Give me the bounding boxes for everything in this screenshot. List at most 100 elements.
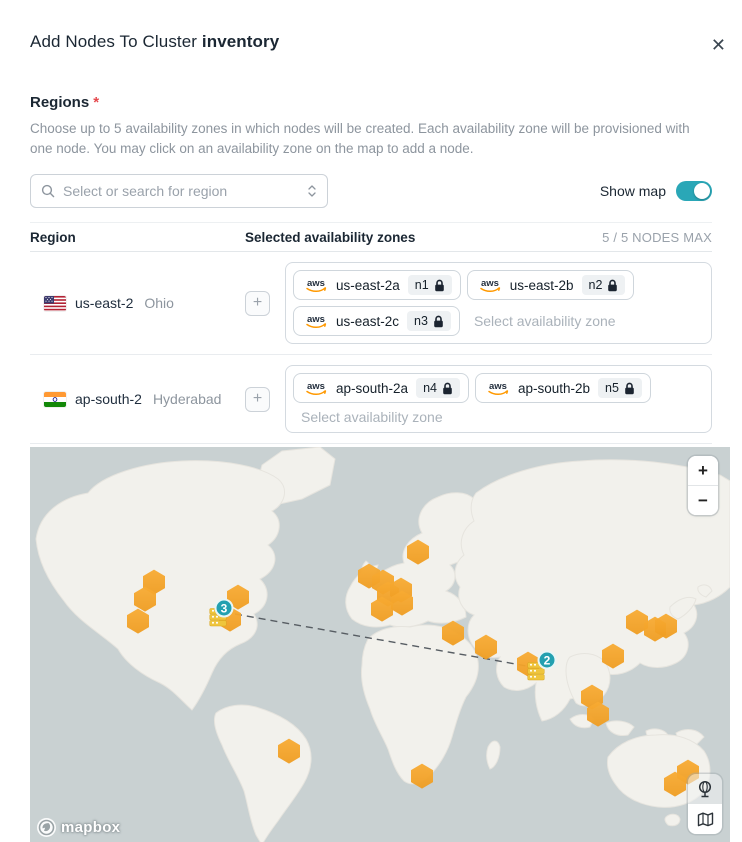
select-chevrons-icon bbox=[308, 185, 316, 197]
svg-text:aws: aws bbox=[307, 278, 325, 289]
aws-region-hexagon[interactable] bbox=[475, 634, 497, 660]
search-input[interactable] bbox=[63, 183, 299, 200]
aws-logo-icon: aws bbox=[488, 381, 509, 396]
aws-region-hexagon[interactable] bbox=[134, 586, 156, 612]
controls-row: Show map bbox=[30, 174, 712, 209]
region-location: Ohio bbox=[144, 295, 174, 312]
aws-logo-icon: aws bbox=[479, 278, 500, 293]
lock-icon bbox=[443, 382, 452, 394]
lock-icon bbox=[434, 279, 445, 292]
node-badge-n2: n2 bbox=[581, 275, 626, 296]
az-select-placeholder[interactable]: Select availability zone bbox=[301, 409, 443, 426]
table-header: Region Selected availability zones 5 / 5… bbox=[30, 222, 712, 253]
region-cell-ap-south-2: ap-south-2 Hyderabad bbox=[30, 391, 245, 407]
globe-icon bbox=[698, 780, 712, 797]
aws-logo-icon: aws bbox=[306, 381, 327, 396]
aws-region-hexagon[interactable] bbox=[602, 643, 624, 669]
availability-zone-box-us-east-2[interactable]: aws us-east-2a n1 aws us-east-2b n2 aws us-east… bbox=[285, 262, 712, 345]
world-map[interactable]: 3 2 + − mapbox bbox=[30, 447, 730, 842]
region-row-us-east-2: us-east-2 Ohio + aws us-east-2a n1 aws us-east-… bbox=[30, 252, 712, 356]
aws-region-hexagon[interactable] bbox=[127, 608, 149, 634]
modal-header: Add Nodes To Cluster inventory bbox=[30, 32, 712, 52]
aws-region-hexagon[interactable] bbox=[626, 609, 648, 635]
lock-icon bbox=[442, 382, 453, 395]
az-select-placeholder[interactable]: Select availability zone bbox=[473, 313, 616, 330]
title-prefix: Add Nodes To Cluster bbox=[30, 32, 198, 51]
zoom-in-button[interactable]: + bbox=[688, 456, 718, 486]
globe-projection-button[interactable] bbox=[688, 774, 722, 805]
aws-region-hexagon[interactable] bbox=[664, 771, 686, 797]
mapbox-logo-icon bbox=[37, 818, 56, 838]
show-map-toggle[interactable] bbox=[676, 181, 712, 202]
node-dot bbox=[530, 664, 532, 667]
aws-region-hexagon[interactable] bbox=[391, 590, 413, 616]
node-stack-bar bbox=[528, 668, 544, 674]
aws-region-hexagon[interactable] bbox=[143, 569, 165, 595]
india-flag bbox=[44, 391, 66, 407]
node-stack-bar bbox=[528, 662, 544, 668]
aws-logo-icon: aws bbox=[486, 380, 510, 396]
region-cell-us-east-2: us-east-2 Ohio bbox=[30, 295, 245, 311]
close-icon[interactable]: ✕ bbox=[705, 30, 732, 60]
node-count-badge: 3 bbox=[214, 598, 234, 618]
aws-logo-icon: aws bbox=[304, 277, 328, 293]
az-chip-us-east-2a[interactable]: aws us-east-2a n1 bbox=[293, 270, 461, 301]
node-badge-n1: n1 bbox=[407, 275, 452, 296]
aws-region-hexagon[interactable] bbox=[442, 620, 464, 646]
zoom-out-button[interactable]: − bbox=[688, 486, 718, 516]
aws-logo-icon: aws bbox=[478, 277, 502, 293]
aws-region-hexagon[interactable] bbox=[655, 613, 677, 639]
node-dot bbox=[215, 616, 218, 619]
column-zones: Selected availability zones bbox=[245, 229, 416, 245]
region-search-select[interactable] bbox=[30, 174, 328, 209]
regions-label-text: Regions bbox=[30, 94, 90, 111]
map-zoom-control: + − bbox=[688, 456, 718, 516]
map-style-button[interactable] bbox=[688, 804, 722, 835]
mapbox-logo[interactable]: mapbox bbox=[36, 817, 120, 838]
aws-logo-icon: aws bbox=[304, 313, 328, 329]
lock-icon bbox=[624, 382, 635, 395]
nodes-max-counter: 5 / 5 NODES MAX bbox=[602, 229, 712, 245]
region-location: Hyderabad bbox=[152, 391, 222, 408]
az-chip-ap-south-2a[interactable]: aws ap-south-2a n4 bbox=[293, 373, 469, 404]
az-chip-us-east-2c[interactable]: aws us-east-2c n3 bbox=[293, 306, 460, 337]
lock-icon bbox=[434, 315, 443, 327]
region-name: ap-south-2 bbox=[75, 391, 142, 408]
node-number: n3 bbox=[414, 314, 428, 329]
column-region: Region bbox=[30, 229, 76, 245]
aws-region-hexagon[interactable] bbox=[371, 596, 393, 622]
availability-zone-box-ap-south-2[interactable]: aws ap-south-2a n4 aws ap-south-2b n5 Select a… bbox=[285, 365, 712, 434]
region-name: us-east-2 bbox=[75, 295, 134, 312]
lock-icon bbox=[625, 382, 634, 394]
node-number: n2 bbox=[588, 278, 603, 293]
node-number: n1 bbox=[414, 278, 429, 293]
aws-region-hexagon[interactable] bbox=[587, 701, 609, 727]
world-map-landmass bbox=[35, 447, 730, 842]
node-dot bbox=[533, 664, 536, 667]
add-node-button-ap-south-2[interactable]: + bbox=[245, 386, 270, 412]
lock-icon bbox=[434, 279, 444, 291]
svg-text:aws: aws bbox=[307, 381, 325, 392]
aws-region-hexagon[interactable] bbox=[411, 763, 433, 789]
svg-text:aws: aws bbox=[489, 381, 507, 392]
region-rows: us-east-2 Ohio + aws us-east-2a n1 aws us-east-… bbox=[30, 252, 712, 445]
add-node-button-us-east-2[interactable]: + bbox=[245, 290, 270, 316]
us-flag bbox=[44, 295, 66, 311]
aws-region-hexagon[interactable] bbox=[407, 539, 429, 565]
az-name: us-east-2c bbox=[336, 313, 400, 329]
az-chip-us-east-2b[interactable]: aws us-east-2b n2 bbox=[466, 270, 635, 301]
aws-logo-icon: aws bbox=[306, 278, 327, 293]
node-dot bbox=[530, 676, 532, 679]
mapbox-wordmark: mapbox bbox=[61, 819, 121, 837]
india-flag bbox=[44, 391, 66, 407]
node-dot bbox=[212, 610, 214, 613]
aws-logo-icon: aws bbox=[306, 314, 327, 329]
az-chip-ap-south-2b[interactable]: aws ap-south-2b n5 bbox=[474, 373, 651, 404]
svg-text:aws: aws bbox=[481, 278, 499, 289]
node-stack-bar bbox=[210, 620, 226, 626]
lock-icon bbox=[433, 315, 444, 328]
svg-text:aws: aws bbox=[307, 314, 325, 325]
az-name: us-east-2a bbox=[336, 277, 400, 293]
aws-region-hexagon[interactable] bbox=[278, 738, 300, 764]
